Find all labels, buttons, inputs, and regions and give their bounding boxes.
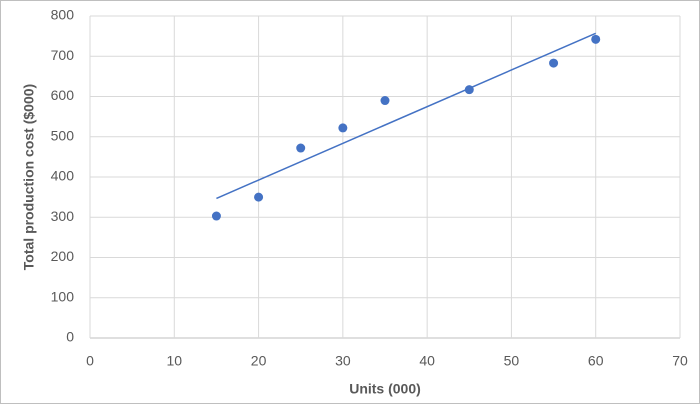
y-tick-label: 200 <box>51 248 75 264</box>
x-tick-label: 20 <box>251 353 267 369</box>
data-point <box>591 34 601 44</box>
x-axis-title: Units (000) <box>349 381 421 397</box>
trendline <box>216 32 597 200</box>
y-tick-label: 0 <box>66 329 74 345</box>
data-point <box>296 143 306 153</box>
x-tick-label: 10 <box>166 353 182 369</box>
x-tick-label: 70 <box>672 353 688 369</box>
y-tick-label: 800 <box>51 7 75 23</box>
data-point <box>464 85 474 95</box>
y-axis-title: Total production cost ($000) <box>21 84 37 270</box>
data-point <box>380 96 390 106</box>
data-point <box>549 58 559 68</box>
y-tick-label: 100 <box>51 288 75 304</box>
x-tick-label: 30 <box>335 353 351 369</box>
y-tick-label: 300 <box>51 208 75 224</box>
x-tick-label: 0 <box>86 353 94 369</box>
data-point <box>338 123 348 133</box>
x-tick-label: 40 <box>419 353 435 369</box>
y-tick-label: 500 <box>51 127 75 143</box>
y-tick-label: 400 <box>51 168 75 184</box>
y-tick-label: 600 <box>51 87 75 103</box>
data-point <box>254 192 264 202</box>
y-tick-label: 700 <box>51 47 75 63</box>
x-tick-label: 60 <box>588 353 604 369</box>
x-tick-label: 50 <box>504 353 520 369</box>
data-point <box>211 211 221 221</box>
